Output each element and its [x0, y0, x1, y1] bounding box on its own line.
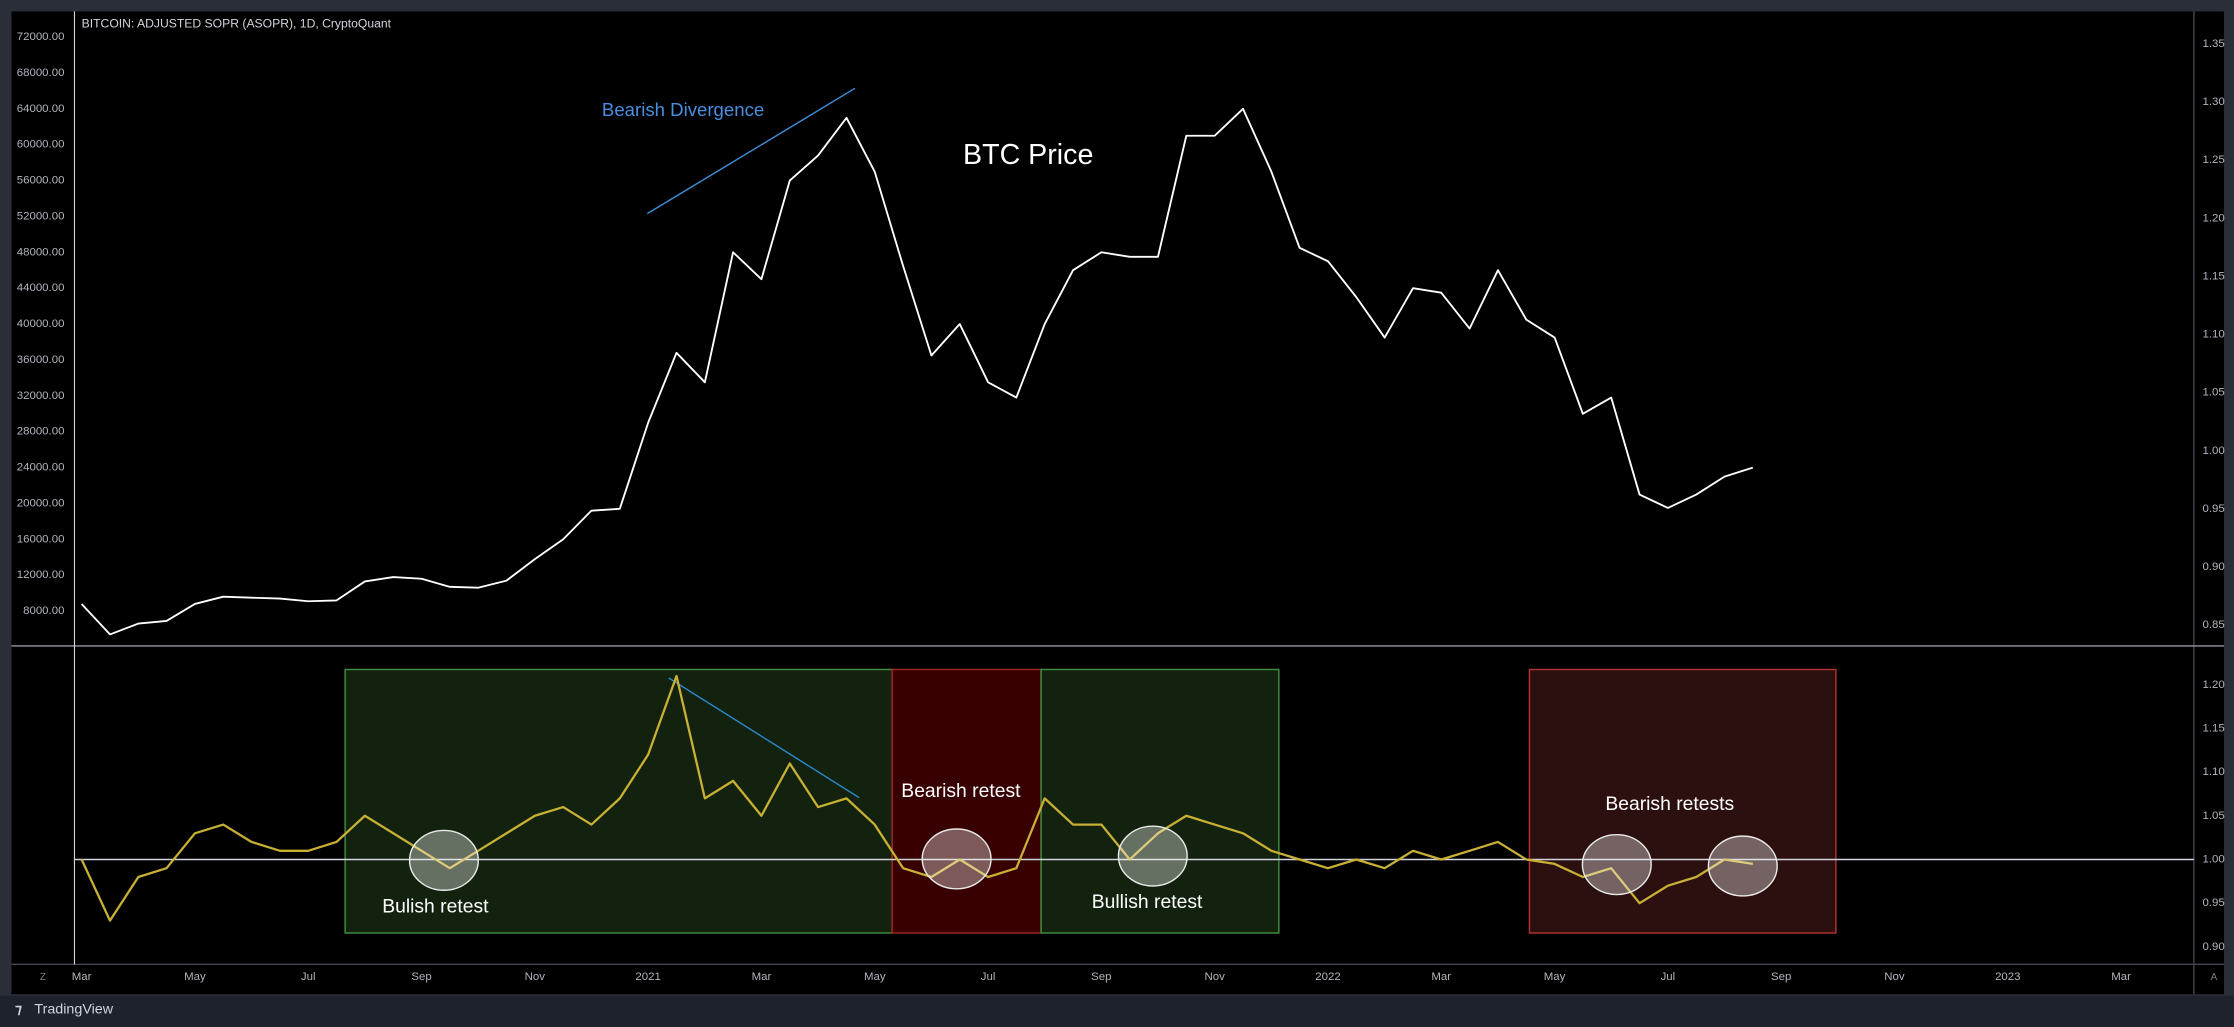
x-tick-label: Mar	[72, 971, 92, 983]
x-tick-label: Mar	[2111, 971, 2131, 983]
y-tick-label: 0.90	[2202, 941, 2224, 953]
x-tick-label: 2022	[1315, 971, 1340, 983]
zone-box	[891, 668, 1042, 934]
y-tick-label: 52000.00	[17, 210, 65, 222]
y-tick-label: 72000.00	[17, 31, 65, 43]
highlight-circle	[921, 828, 992, 890]
y2-tick-label: 1.30	[2202, 96, 2224, 108]
y-tick-label: 1.00	[2202, 854, 2224, 866]
y2-tick-label: 1.25	[2202, 154, 2224, 166]
y2-tick-label: 1.35	[2202, 38, 2224, 50]
y-tick-label: 36000.00	[17, 354, 65, 366]
annotation: Bulish retest	[382, 896, 489, 917]
y-tick-label: 16000.00	[17, 533, 65, 545]
x-tick-label: Sep	[411, 971, 431, 983]
y2-tick-label: 1.20	[2202, 212, 2224, 224]
y-tick-label: 44000.00	[17, 282, 65, 294]
y-tick-label: 20000.00	[17, 497, 65, 509]
series-line	[80, 107, 1754, 636]
y2-tick-label: 0.85	[2202, 619, 2224, 631]
x-tick-label: Jul	[1661, 971, 1676, 983]
x-tick-label: May	[864, 971, 886, 983]
chart-title: BITCOIN: ADJUSTED SOPR (ASOPR), 1D, Cryp…	[82, 16, 392, 30]
y2-tick-label: 1.00	[2202, 445, 2224, 457]
zone-box	[1040, 668, 1280, 934]
x-tick-label: Sep	[1771, 971, 1791, 983]
brand-logo: ⁊	[15, 1002, 22, 1018]
y-tick-label: 12000.00	[17, 569, 65, 581]
y-tick-label: 64000.00	[17, 103, 65, 115]
x-tick-label: Mar	[752, 971, 772, 983]
annotation: Bearish Divergence	[602, 99, 764, 120]
x-tick-label: Nov	[1204, 971, 1225, 983]
x-tick-label: Jul	[981, 971, 996, 983]
y-tick-label: 48000.00	[17, 246, 65, 258]
x-tick-label: Sep	[1091, 971, 1111, 983]
footer-bar	[0, 995, 2234, 1027]
annotation: Bearish retests	[1605, 794, 1734, 815]
y-tick-label: 32000.00	[17, 390, 65, 402]
x-tick-label: 2023	[1995, 971, 2020, 983]
y2-tick-label: 0.95	[2202, 503, 2224, 515]
zone-box	[1528, 668, 1837, 934]
y-tick-label: 60000.00	[17, 139, 65, 151]
y-tick-label: 1.10	[2202, 766, 2224, 778]
y-tick-label: 8000.00	[23, 605, 64, 617]
highlight-circle	[1707, 835, 1778, 897]
y-tick-label: 1.05	[2202, 810, 2224, 822]
x-tick-label: Nov	[1884, 971, 1905, 983]
y-tick-label: 68000.00	[17, 67, 65, 79]
y-tick-label: 40000.00	[17, 318, 65, 330]
zone-box	[344, 668, 893, 934]
highlight-circle	[408, 829, 480, 891]
brand[interactable]: TradingView	[34, 1002, 113, 1018]
trend-line	[668, 677, 860, 799]
y-tick-label: 56000.00	[17, 175, 65, 187]
x-tick-label: 2021	[635, 971, 660, 983]
button[interactable]: Z	[40, 972, 46, 983]
y-tick-label: 24000.00	[17, 462, 65, 474]
annotation: Bullish retest	[1092, 892, 1203, 913]
button[interactable]: A	[2211, 972, 2218, 983]
y-tick-label: 1.20	[2202, 679, 2224, 691]
x-tick-label: May	[1544, 971, 1566, 983]
y2-tick-label: 1.05	[2202, 387, 2224, 399]
highlight-circle	[1581, 833, 1652, 896]
annotation: BTC Price	[963, 139, 1093, 171]
x-tick-label: May	[184, 971, 206, 983]
series-line	[80, 674, 1754, 922]
x-tick-label: Jul	[301, 971, 316, 983]
y-tick-label: 0.95	[2202, 897, 2224, 909]
annotation: Bearish retest	[901, 781, 1021, 802]
trend-line	[646, 87, 856, 215]
highlight-circle	[1117, 825, 1188, 887]
x-tick-label: Mar	[1431, 971, 1451, 983]
y-tick-label: 28000.00	[17, 426, 65, 438]
y2-tick-label: 1.10	[2202, 329, 2224, 341]
y2-tick-label: 1.15	[2202, 270, 2224, 282]
y2-tick-label: 0.90	[2202, 561, 2224, 573]
x-tick-label: Nov	[525, 971, 546, 983]
y-tick-label: 1.15	[2202, 723, 2224, 735]
annotation-boxes	[344, 668, 1837, 934]
